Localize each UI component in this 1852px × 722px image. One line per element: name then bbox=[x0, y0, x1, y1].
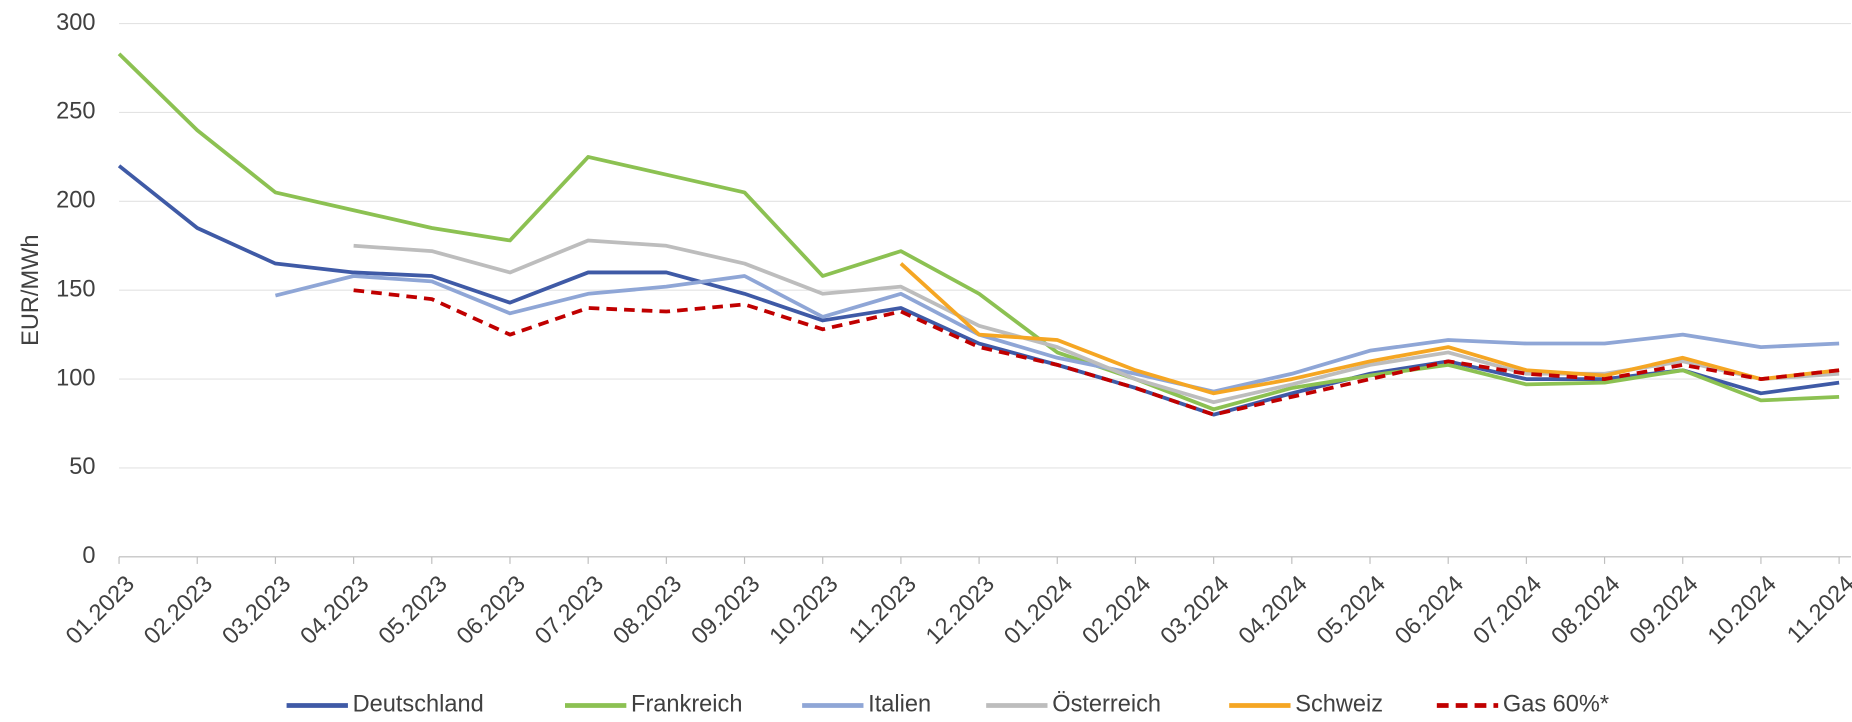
x-tick-label: 02.2023 bbox=[139, 570, 218, 649]
x-tick-label: 05.2023 bbox=[373, 570, 452, 649]
y-tick-label: 150 bbox=[56, 275, 95, 301]
x-tick-label: 06.2023 bbox=[451, 570, 530, 649]
y-axis-label: EUR/MWh bbox=[17, 235, 43, 346]
series-line bbox=[274, 274, 1840, 394]
x-tick-label: 01.2024 bbox=[999, 570, 1078, 649]
legend-label: Schweiz bbox=[1295, 691, 1383, 717]
legend-label: Italien bbox=[868, 691, 931, 717]
legend-label: Frankreich bbox=[631, 691, 742, 717]
legend-label: Österreich bbox=[1052, 691, 1161, 717]
y-tick-label: 200 bbox=[56, 187, 95, 213]
y-tick-label: 100 bbox=[56, 364, 95, 390]
x-tick-label: 09.2024 bbox=[1624, 570, 1703, 649]
legend-label: Gas 60%* bbox=[1503, 691, 1609, 717]
series-line bbox=[117, 52, 1840, 412]
x-tick-label: 10.2024 bbox=[1702, 570, 1781, 649]
series-line bbox=[353, 288, 1840, 417]
x-tick-label: 08.2024 bbox=[1546, 570, 1625, 649]
x-tick-label: 04.2023 bbox=[295, 570, 374, 649]
x-tick-label: 11.2024 bbox=[1782, 570, 1852, 647]
x-tick-label: 11.2023 bbox=[844, 570, 921, 647]
x-tick-label: 07.2024 bbox=[1468, 570, 1547, 649]
x-tick-label: 10.2023 bbox=[764, 570, 843, 649]
x-tick-label: 03.2024 bbox=[1155, 570, 1234, 649]
y-tick-label: 0 bbox=[82, 542, 95, 568]
x-tick-label: 07.2023 bbox=[530, 570, 609, 649]
x-tick-label: 01.2023 bbox=[61, 570, 140, 649]
y-tick-label: 250 bbox=[56, 98, 95, 124]
legend-label: Deutschland bbox=[353, 691, 484, 717]
x-tick-label: 05.2024 bbox=[1311, 570, 1390, 649]
x-tick-label: 09.2023 bbox=[686, 570, 765, 649]
series-line bbox=[899, 262, 1840, 396]
x-tick-label: 04.2024 bbox=[1233, 570, 1312, 649]
y-tick-label: 50 bbox=[69, 453, 95, 479]
y-tick-label: 300 bbox=[56, 9, 95, 35]
x-tick-label: 08.2023 bbox=[608, 570, 687, 649]
x-tick-label: 06.2024 bbox=[1390, 570, 1469, 649]
series-line bbox=[117, 164, 1840, 417]
x-tick-label: 12.2023 bbox=[921, 570, 1000, 649]
x-tick-label: 02.2024 bbox=[1077, 570, 1156, 649]
x-tick-label: 03.2023 bbox=[217, 570, 296, 649]
